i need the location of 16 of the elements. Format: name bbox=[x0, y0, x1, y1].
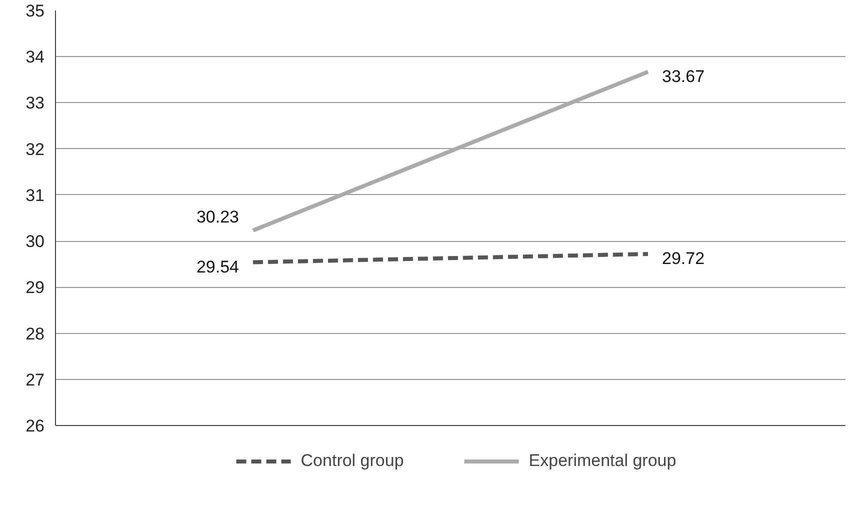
y-tick-label: 34 bbox=[26, 48, 45, 67]
y-tick-label: 28 bbox=[26, 324, 45, 344]
legend-label: Control group bbox=[300, 451, 404, 471]
y-tick-label: 29 bbox=[26, 278, 45, 298]
data-label: 33.67 bbox=[662, 66, 705, 86]
legend-label: Experimental group bbox=[528, 451, 676, 471]
y-tick-label: 33 bbox=[26, 94, 45, 113]
y-tick-label: 31 bbox=[26, 186, 45, 205]
y-tick-label: 30 bbox=[26, 232, 45, 252]
y-tick-label: 26 bbox=[26, 416, 45, 436]
data-label: 30.23 bbox=[196, 207, 240, 226]
data-label: 29.72 bbox=[662, 248, 705, 268]
y-tick-label: 32 bbox=[26, 140, 45, 159]
y-tick-label: 27 bbox=[26, 370, 45, 390]
data-label: 29.54 bbox=[196, 257, 240, 276]
y-tick-label: 35 bbox=[26, 2, 45, 20]
